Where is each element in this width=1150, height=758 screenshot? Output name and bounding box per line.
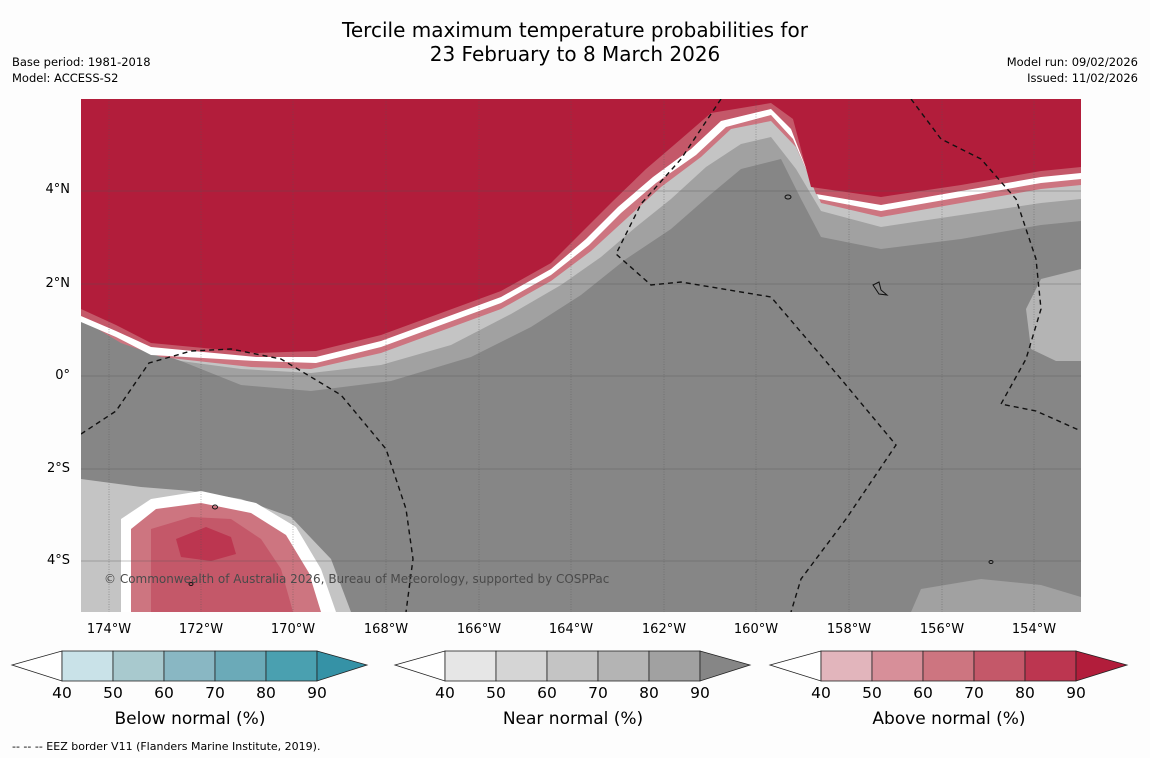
colorbar-tick: 90 <box>690 684 710 702</box>
lon-label: 162°W <box>641 622 687 637</box>
colorbar-below-swatch <box>163 650 216 682</box>
colorbar-below-swatch <box>112 650 165 682</box>
colorbar-tick: 50 <box>486 684 506 702</box>
colorbar-tick: 50 <box>103 684 123 702</box>
islands <box>188 194 994 586</box>
colorbar-tick: 60 <box>537 684 557 702</box>
colorbar-above-high-arrow <box>1075 650 1129 682</box>
colorbar-near <box>393 650 752 682</box>
colorbars <box>10 650 1129 682</box>
lat-label-4s: 4°S <box>46 553 70 568</box>
lon-label: 174°W <box>86 622 132 637</box>
eez-borders <box>81 99 1081 612</box>
colorbar-below-swatch <box>214 650 267 682</box>
colorbar-near-high-arrow <box>699 650 752 682</box>
colorbar-below-high-arrow <box>316 650 369 682</box>
eez-border-east <box>910 99 1081 432</box>
colorbar-above-swatch <box>922 650 975 682</box>
island-shape <box>872 281 889 296</box>
colorbar-near-swatch <box>444 650 497 682</box>
colorbar-below <box>10 650 369 682</box>
colorbar-above <box>768 650 1129 682</box>
title-line-2: 23 February to 8 March 2026 <box>429 42 721 66</box>
model-text: Model: ACCESS-S2 <box>12 71 119 85</box>
lon-label: 158°W <box>826 622 872 637</box>
chart-title: Tercile maximum temperature probabilitie… <box>0 18 1150 66</box>
colorbar-tick: 70 <box>588 684 608 702</box>
colorbar-above-swatch <box>871 650 924 682</box>
colorbar-tick: 80 <box>256 684 276 702</box>
lat-gridlines <box>81 190 1081 562</box>
southwest-above-normal-core <box>176 527 236 561</box>
meta-left: Base period: 1981-2018 Model: ACCESS-S2 <box>12 54 151 86</box>
lon-label: 160°W <box>733 622 779 637</box>
lon-label: 170°W <box>270 622 316 637</box>
probability-map <box>81 99 1081 612</box>
colorbar-near-low-arrow <box>393 650 446 682</box>
lat-label-2s: 2°S <box>46 461 70 476</box>
colorbar-below-label: Below normal (%) <box>114 709 266 729</box>
colorbar-tick: 40 <box>435 684 455 702</box>
lon-label: 168°W <box>363 622 409 637</box>
colorbar-below-low-arrow <box>10 650 63 682</box>
colorbar-tick: 50 <box>862 684 882 702</box>
colorbar-near-swatch <box>495 650 548 682</box>
colorbar-tick: 40 <box>52 684 72 702</box>
colorbar-tick: 70 <box>964 684 984 702</box>
colorbar-tick: 60 <box>154 684 174 702</box>
copyright-text: © Commonwealth of Australia 2026, Bureau… <box>104 572 610 586</box>
lon-label: 166°W <box>456 622 502 637</box>
colorbar-above-label: Above normal (%) <box>872 709 1026 729</box>
lat-label-4n: 4°N <box>45 182 71 197</box>
issued-text: Issued: 11/02/2026 <box>1027 71 1138 85</box>
colorbar-tick: 80 <box>1015 684 1035 702</box>
colorbar-tick: 90 <box>307 684 327 702</box>
meta-right: Model run: 09/02/2026 Issued: 11/02/2026 <box>1007 54 1138 86</box>
lon-label: 172°W <box>178 622 224 637</box>
eez-border-west <box>81 348 414 612</box>
colorbar-near-swatch <box>546 650 599 682</box>
lon-gridlines <box>108 99 1035 612</box>
colorbar-near-swatch <box>597 650 650 682</box>
lon-label: 164°W <box>548 622 594 637</box>
colorbar-below-swatch <box>61 650 114 682</box>
lon-label: 156°W <box>919 622 965 637</box>
island-shape <box>212 504 218 510</box>
colorbar-tick: 40 <box>811 684 831 702</box>
lat-label-0: 0° <box>55 368 70 383</box>
colorbar-tick: 60 <box>913 684 933 702</box>
lon-label: 154°W <box>1011 622 1057 637</box>
colorbar-above-swatch <box>1024 650 1077 682</box>
model-run-text: Model run: 09/02/2026 <box>1006 55 1138 69</box>
southeast-near-normal-light <box>911 579 1081 612</box>
colorbar-near-swatch <box>648 650 701 682</box>
colorbar-tick: 80 <box>639 684 659 702</box>
colorbar-above-swatch <box>973 650 1026 682</box>
colorbar-near-label: Near normal (%) <box>502 709 644 729</box>
island-shape <box>188 582 194 586</box>
title-line-1: Tercile maximum temperature probabilitie… <box>342 18 808 42</box>
colorbar-below-swatch <box>265 650 318 682</box>
eez-footnote: -- -- -- EEZ border V11 (Flanders Marine… <box>12 740 321 753</box>
island-shape <box>988 560 994 564</box>
island-shape <box>784 194 792 200</box>
colorbar-tick: 90 <box>1066 684 1086 702</box>
above-normal-90-region <box>81 99 1081 353</box>
colorbar-above-swatch <box>820 650 873 682</box>
lat-label-2n: 2°N <box>45 276 71 291</box>
base-period-text: Base period: 1981-2018 <box>12 55 151 69</box>
eez-border-central <box>615 99 897 612</box>
colorbar-tick: 70 <box>205 684 225 702</box>
colorbar-above-low-arrow <box>768 650 822 682</box>
